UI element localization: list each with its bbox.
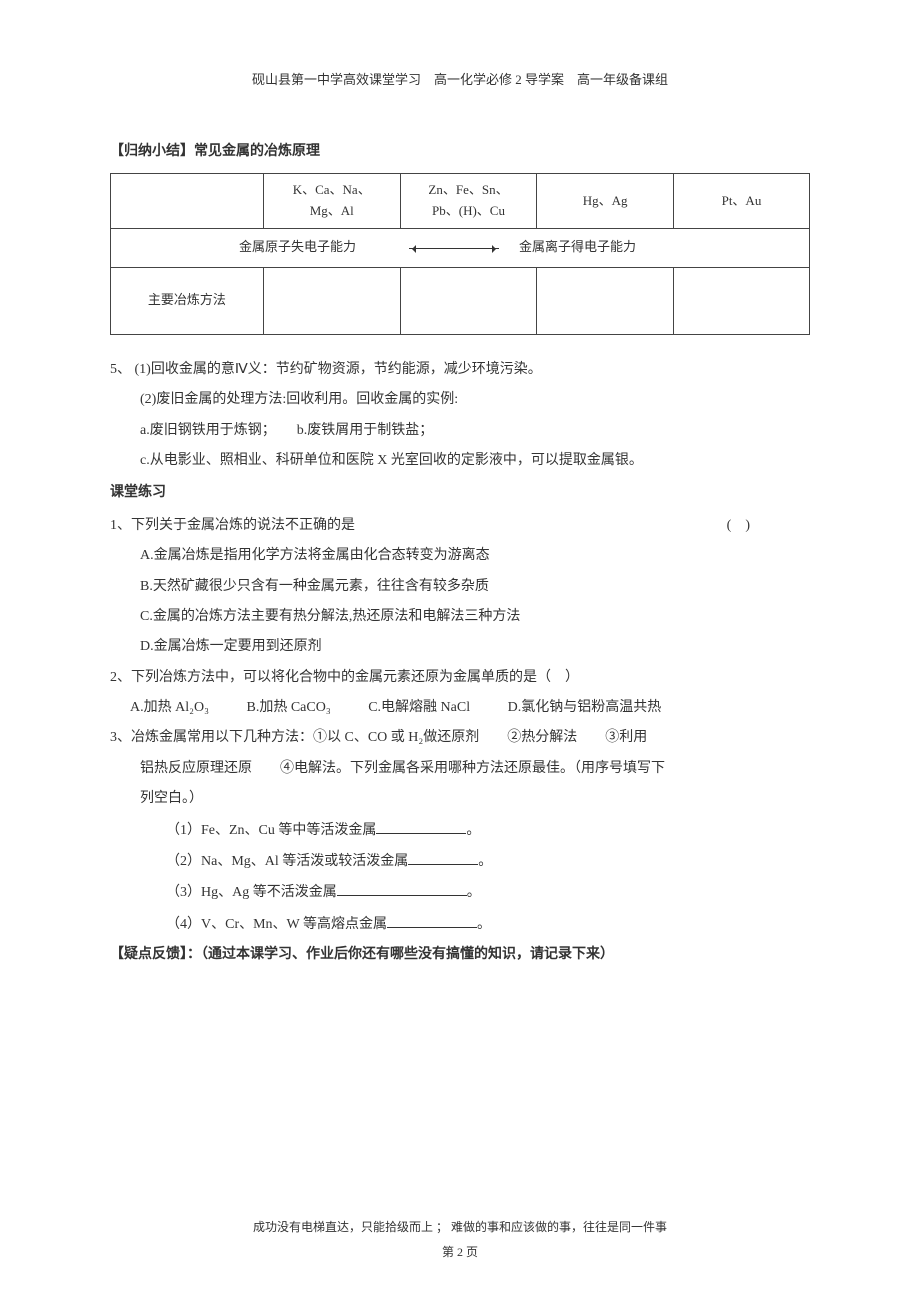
cell-group3: Hg、Ag xyxy=(537,174,674,229)
q2-D: D.氯化钠与铝粉高温共热 xyxy=(508,697,662,719)
arrow-cell: 金属原子失电子能力 金属离子得电子能力 xyxy=(111,228,810,267)
q1-D: D.金属冶炼一定要用到还原剂 xyxy=(110,636,810,658)
arrow-label-right: 金属离子得电子能力 xyxy=(519,237,636,258)
q2-choices: A.加热 Al₂O₃ B.加热 CaCO₃ C.电解熔融 NaCl D.氯化钠与… xyxy=(110,697,810,719)
footer-page-number: 第 2 页 xyxy=(0,1243,920,1262)
q1-B: B.天然矿藏很少只含有一种金属元素，往往含有较多杂质 xyxy=(110,576,810,598)
footer-quote: 成功没有电梯直达，只能拾级而上 ； 难做的事和应该做的事，往往是同一件事 xyxy=(0,1218,920,1237)
double-arrow-icon xyxy=(409,248,499,249)
para-5-4: c.从电影业、照相业、科研单位和医院 X 光室回收的定影液中，可以提取金属银。 xyxy=(110,450,810,472)
cell-blank xyxy=(111,174,264,229)
table-row: 金属原子失电子能力 金属离子得电子能力 xyxy=(111,228,810,267)
q3-l3: 列空白。） xyxy=(110,788,810,810)
q3-a1: （1）Fe、Zn、Cu 等中等活泼金属。 xyxy=(110,819,810,842)
cell-group1: K、Ca、Na、 Mg、Al xyxy=(263,174,400,229)
q3-a3: （3）Hg、Ag 等不活泼金属。 xyxy=(110,881,810,904)
method-label: 主要冶炼方法 xyxy=(111,267,264,334)
page-header: 砚山县第一中学高效课堂学习 高一化学必修 2 导学案 高一年级备课组 xyxy=(110,70,810,91)
para-5-2: (2)废旧金属的处理方法:回收利用。回收金属的实例: xyxy=(110,389,810,411)
method-blank-4 xyxy=(673,267,809,334)
para-5-3: a.废旧钢铁用于炼钢； b.废铁屑用于制铁盐； xyxy=(110,420,810,442)
q3-l2: 铝热反应原理还原 ④电解法。下列金属各采用哪种方法还原最佳。（用序号填写下 xyxy=(110,758,810,780)
cell-group4: Pt、Au xyxy=(673,174,809,229)
summary-title: 【归纳小结】常见金属的冶炼原理 xyxy=(110,141,810,163)
method-blank-2 xyxy=(400,267,537,334)
para-5-1: 5、 (1)回收金属的意Ⅳ义：节约矿物资源，节约能源，减少环境污染。 xyxy=(110,359,810,381)
q1-stem: 1、下列关于金属冶炼的说法不正确的是 ( ) xyxy=(110,515,810,537)
table-row: 主要冶炼方法 xyxy=(111,267,810,334)
method-blank-3 xyxy=(537,267,674,334)
method-blank-1 xyxy=(263,267,400,334)
q2-C: C.电解熔融 NaCl xyxy=(368,697,470,719)
q3-l1: 3、冶炼金属常用以下几种方法：①以 C、CO 或 H₂做还原剂 ②热分解法 ③利… xyxy=(110,727,810,749)
q1-paren: ( ) xyxy=(727,515,750,537)
q3-a2: （2）Na、Mg、Al 等活泼或较活泼金属。 xyxy=(110,850,810,873)
q1-A: A.金属冶炼是指用化学方法将金属由化合态转变为游离态 xyxy=(110,545,810,567)
cell-group2: Zn、Fe、Sn、 Pb、(H)、Cu xyxy=(400,174,537,229)
q3-a4: （4）V、Cr、Mn、W 等高熔点金属。 xyxy=(110,913,810,936)
fill-blank[interactable] xyxy=(387,913,477,928)
smelting-table: K、Ca、Na、 Mg、Al Zn、Fe、Sn、 Pb、(H)、Cu Hg、Ag… xyxy=(110,173,810,335)
arrow-label-left: 金属原子失电子能力 xyxy=(239,237,356,258)
table-row: K、Ca、Na、 Mg、Al Zn、Fe、Sn、 Pb、(H)、Cu Hg、Ag… xyxy=(111,174,810,229)
page-footer: 成功没有电梯直达，只能拾级而上 ； 难做的事和应该做的事，往往是同一件事 第 2… xyxy=(0,1218,920,1262)
arrow-row: 金属原子失电子能力 金属离子得电子能力 xyxy=(119,235,801,261)
q2-A: A.加热 Al₂O₃ xyxy=(130,697,209,719)
q2-B: B.加热 CaCO₃ xyxy=(246,697,330,719)
fill-blank[interactable] xyxy=(376,819,466,834)
q1-C: C.金属的冶炼方法主要有热分解法,热还原法和电解法三种方法 xyxy=(110,606,810,628)
practice-title: 课堂练习 xyxy=(110,482,810,504)
feedback-title: 【疑点反馈】：（通过本课学习、作业后你还有哪些没有搞懂的知识，请记录下来） xyxy=(110,944,810,966)
page: 砚山县第一中学高效课堂学习 高一化学必修 2 导学案 高一年级备课组 【归纳小结… xyxy=(0,0,920,1302)
fill-blank[interactable] xyxy=(337,881,467,896)
fill-blank[interactable] xyxy=(408,850,478,865)
q2-stem: 2、下列冶炼方法中，可以将化合物中的金属元素还原为金属单质的是（ ） xyxy=(110,667,810,689)
